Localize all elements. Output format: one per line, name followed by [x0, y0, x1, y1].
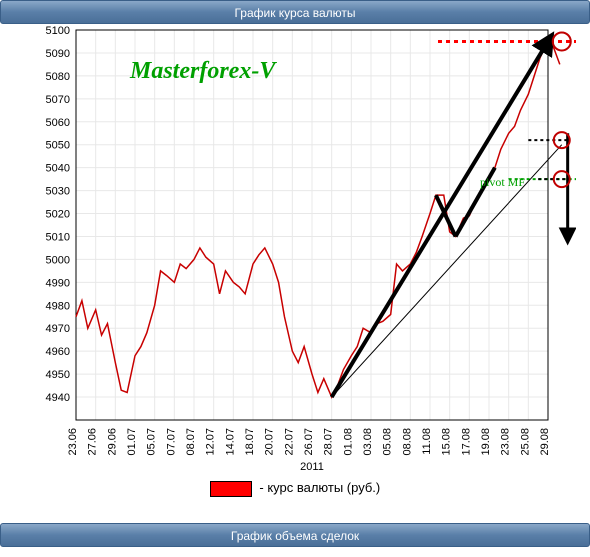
svg-text:14.07: 14.07 [224, 428, 236, 456]
watermark-text: Masterforex-V [130, 58, 275, 85]
svg-text:23.06: 23.06 [67, 428, 79, 456]
svg-text:08.07: 08.07 [185, 428, 197, 456]
svg-text:18.07: 18.07 [244, 428, 256, 456]
svg-text:19.08: 19.08 [480, 428, 492, 456]
svg-text:05.08: 05.08 [382, 428, 394, 456]
chart-title-text: График курса валюты [234, 6, 355, 20]
volume-title-text: График объема сделок [231, 529, 359, 543]
volume-title-bar: График объема сделок [0, 523, 590, 547]
svg-text:12.07: 12.07 [205, 428, 217, 456]
chart-legend: - курс валюты (руб.) [0, 474, 590, 517]
svg-text:26.07: 26.07 [303, 428, 315, 456]
svg-text:25.08: 25.08 [519, 428, 531, 456]
pivot-label: pivot MF [480, 175, 525, 190]
svg-text:5000: 5000 [46, 254, 70, 266]
svg-text:5080: 5080 [46, 71, 70, 83]
svg-text:28.07: 28.07 [323, 428, 335, 456]
svg-text:29.08: 29.08 [539, 428, 551, 456]
svg-text:01.07: 01.07 [126, 428, 138, 456]
svg-text:5070: 5070 [46, 94, 70, 106]
svg-text:4980: 4980 [46, 300, 70, 312]
legend-swatch [210, 481, 252, 497]
legend-label: - курс валюты (руб.) [259, 480, 380, 495]
svg-text:4950: 4950 [46, 369, 70, 381]
svg-text:5020: 5020 [46, 209, 70, 221]
svg-text:03.08: 03.08 [362, 428, 374, 456]
svg-text:05.07: 05.07 [146, 428, 158, 456]
svg-text:4940: 4940 [46, 392, 70, 404]
svg-text:4970: 4970 [46, 323, 70, 335]
svg-text:2011: 2011 [300, 461, 324, 473]
svg-text:20.07: 20.07 [264, 428, 276, 456]
svg-text:15.08: 15.08 [441, 428, 453, 456]
svg-text:5050: 5050 [46, 140, 70, 152]
svg-text:07.07: 07.07 [165, 428, 177, 456]
svg-text:23.08: 23.08 [500, 428, 512, 456]
svg-text:27.06: 27.06 [87, 428, 99, 456]
svg-text:5090: 5090 [46, 48, 70, 60]
svg-text:4990: 4990 [46, 277, 70, 289]
svg-text:29.06: 29.06 [106, 428, 118, 456]
svg-text:01.08: 01.08 [342, 428, 354, 456]
svg-text:4960: 4960 [46, 346, 70, 358]
svg-text:5100: 5100 [46, 25, 70, 37]
svg-text:11.08: 11.08 [421, 428, 433, 455]
chart-title-bar: График курса валюты [0, 0, 590, 24]
svg-text:22.07: 22.07 [283, 428, 295, 456]
page-wrapper: График курса валюты 4940 4950 4960 4970 4980… [0, 0, 590, 557]
svg-text:5010: 5010 [46, 231, 70, 243]
svg-text:5040: 5040 [46, 163, 70, 175]
svg-text:08.08: 08.08 [401, 428, 413, 456]
svg-text:17.08: 17.08 [460, 428, 472, 456]
chart-container: 4940 4950 4960 4970 4980 4990 5000 5010 5020 5030… [0, 24, 590, 474]
line-chart: 4940 4950 4960 4970 4980 4990 5000 5010 5020 5030… [14, 24, 576, 474]
svg-text:5030: 5030 [46, 186, 70, 198]
svg-text:5060: 5060 [46, 117, 70, 129]
